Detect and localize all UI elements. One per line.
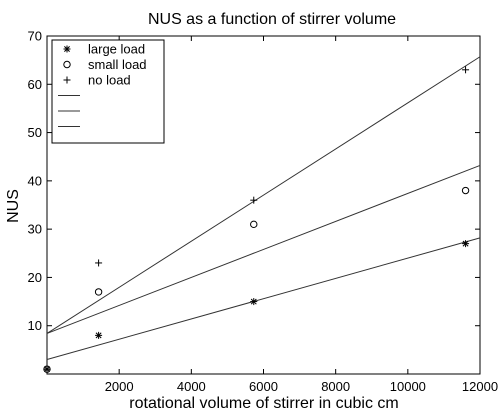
chart-title: NUS as a function of stirrer volume xyxy=(148,11,396,28)
data-point-plus xyxy=(95,259,103,267)
data-point-circle xyxy=(94,288,103,296)
data-point-asterisk xyxy=(462,240,470,248)
data-point-circle xyxy=(250,220,258,229)
fit-lines xyxy=(46,56,481,360)
legend-label: no load xyxy=(88,73,131,88)
x-tick-label: 2000 xyxy=(105,379,134,394)
legend-label: small load xyxy=(88,57,147,72)
fit-line xyxy=(46,164,481,334)
axis-ticks: 2000 4000 6000 8000 10000 12000 10 20 30 40 50 60 70 xyxy=(28,29,499,395)
y-tick-label: 70 xyxy=(28,29,42,44)
data-point-plus xyxy=(43,365,51,373)
legend-box xyxy=(51,39,165,144)
y-tick-label: 60 xyxy=(28,77,42,92)
data-point-plus xyxy=(462,66,470,74)
y-axis-label: NUS xyxy=(5,189,22,223)
data-point-asterisk xyxy=(250,298,258,306)
legend-marker-asterisk xyxy=(63,45,71,53)
fit-line xyxy=(46,56,481,334)
data-point-circle xyxy=(461,186,470,195)
x-axis-label: rotational volume of stirrer in cubic cm xyxy=(129,395,398,412)
y-tick-label: 30 xyxy=(28,222,42,237)
y-tick-label: 20 xyxy=(28,270,42,285)
x-tick-label: 10000 xyxy=(390,379,426,394)
x-tick-label: 12000 xyxy=(462,379,498,394)
y-tick-label: 50 xyxy=(28,125,42,140)
data-point-plus xyxy=(250,196,258,204)
data-point-asterisk xyxy=(95,331,103,339)
y-tick-label: 10 xyxy=(28,318,42,333)
legend-marker-circle xyxy=(63,60,71,69)
legend-label: large load xyxy=(88,42,145,57)
x-tick-label: 6000 xyxy=(249,379,278,394)
fit-line xyxy=(46,237,481,360)
x-tick-label: 8000 xyxy=(321,379,350,394)
x-tick-label: 4000 xyxy=(177,379,206,394)
data-points xyxy=(43,66,470,373)
y-tick-label: 40 xyxy=(28,173,42,188)
legend-marker-plus xyxy=(63,76,71,84)
